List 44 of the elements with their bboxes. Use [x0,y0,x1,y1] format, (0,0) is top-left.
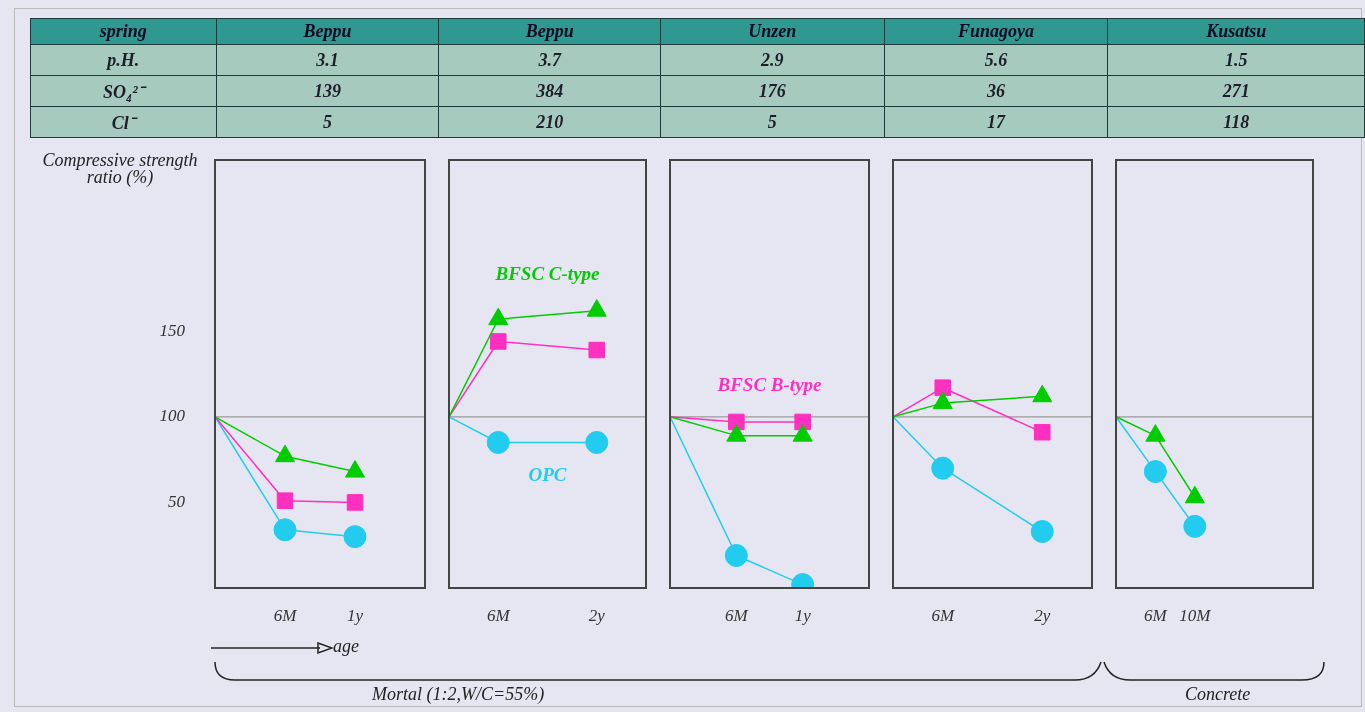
data-label: 5.6 [884,44,1108,76]
data-label: 176 [660,75,885,107]
category-label: Beppu [438,18,661,45]
data-label: 5 [216,106,439,138]
data-label: 36 [884,75,1108,107]
y-tick-label: 100 [159,406,186,426]
data-label: 17 [884,106,1108,138]
data-label: 139 [216,75,439,107]
series-label: BFSC C-type [494,262,601,284]
data-label: 3.7 [438,44,661,76]
text: SO₄²⁻ [30,75,217,107]
data-label: 384 [438,75,661,107]
y-axis-title: Compressive strength ratio (%) [41,150,199,187]
x-tick-label: 6M [273,605,298,625]
data-label: 271 [1107,75,1365,107]
category-label: Unzen [660,18,885,45]
text: Mortal (1:2,W/C=55%) [372,684,545,705]
series-label: BFSC B-type [716,373,823,395]
data-label: 2.9 [660,44,885,76]
y-tick-label: 150 [159,320,186,340]
text: age [333,636,359,657]
data-label: 210 [438,106,661,138]
data-label: 3.1 [216,44,439,76]
data-label: 5 [660,106,885,138]
x-tick-label: 6M [486,605,511,625]
category-label: Beppu [216,18,439,45]
text: Cl⁻ [30,106,217,138]
x-tick-label: 6M [1144,605,1168,625]
category-label: Funagoya [884,18,1108,45]
data-label: 118 [1107,106,1365,138]
category-label: Kusatsu [1107,18,1365,45]
series-label: OPC [528,464,567,486]
x-tick-label: 1y [794,605,812,625]
x-tick-label: 2y [588,605,606,625]
x-tick-label: 1y [346,605,364,625]
text: spring [30,18,217,45]
text: p.H. [30,44,217,76]
y-tick-label: 50 [168,491,186,511]
x-tick-label: 6M [931,605,955,625]
x-tick-label: 10M [1179,605,1212,625]
x-tick-label: 2y [1034,605,1051,625]
text: Concrete [1185,684,1251,705]
x-tick-label: 6M [725,605,749,625]
data-label: 1.5 [1107,44,1365,76]
